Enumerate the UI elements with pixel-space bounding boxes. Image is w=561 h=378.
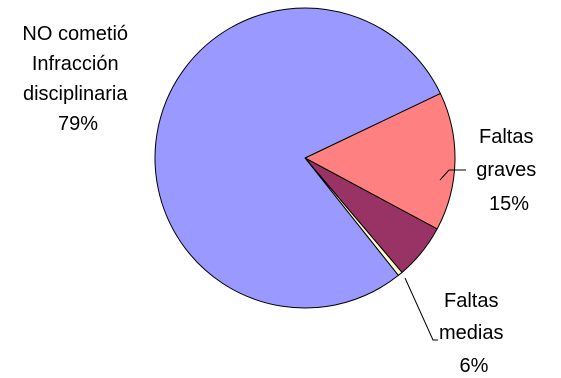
label-no-cometio: NO cometió Infracción disciplinaria 79% <box>22 23 133 135</box>
leader-line-faltas-medias <box>404 277 438 341</box>
leader-line-faltas-graves <box>439 169 466 181</box>
label-faltas-medias-line-1: Faltas <box>444 290 498 312</box>
label-faltas-graves-line-1: Faltas <box>479 126 533 148</box>
label-faltas-medias-line-2: medias <box>439 322 503 344</box>
label-no-cometio-percent: 79% <box>58 113 98 135</box>
label-faltas-graves: Faltas graves 15% <box>476 126 542 215</box>
label-faltas-medias: Faltas medias 6% <box>439 290 509 377</box>
label-faltas-medias-percent: 6% <box>460 355 489 377</box>
leader-lines <box>404 169 466 341</box>
label-no-cometio-line-2: Infracción <box>32 53 119 75</box>
label-faltas-graves-line-2: graves <box>476 159 536 181</box>
label-no-cometio-line-3: disciplinaria <box>23 83 128 105</box>
slice-no-cometio <box>154 7 441 309</box>
slices-layer <box>154 7 456 309</box>
label-faltas-graves-percent: 15% <box>489 193 529 215</box>
slice-faltas-graves <box>304 92 456 230</box>
label-no-cometio-line-1: NO cometió <box>22 23 128 45</box>
